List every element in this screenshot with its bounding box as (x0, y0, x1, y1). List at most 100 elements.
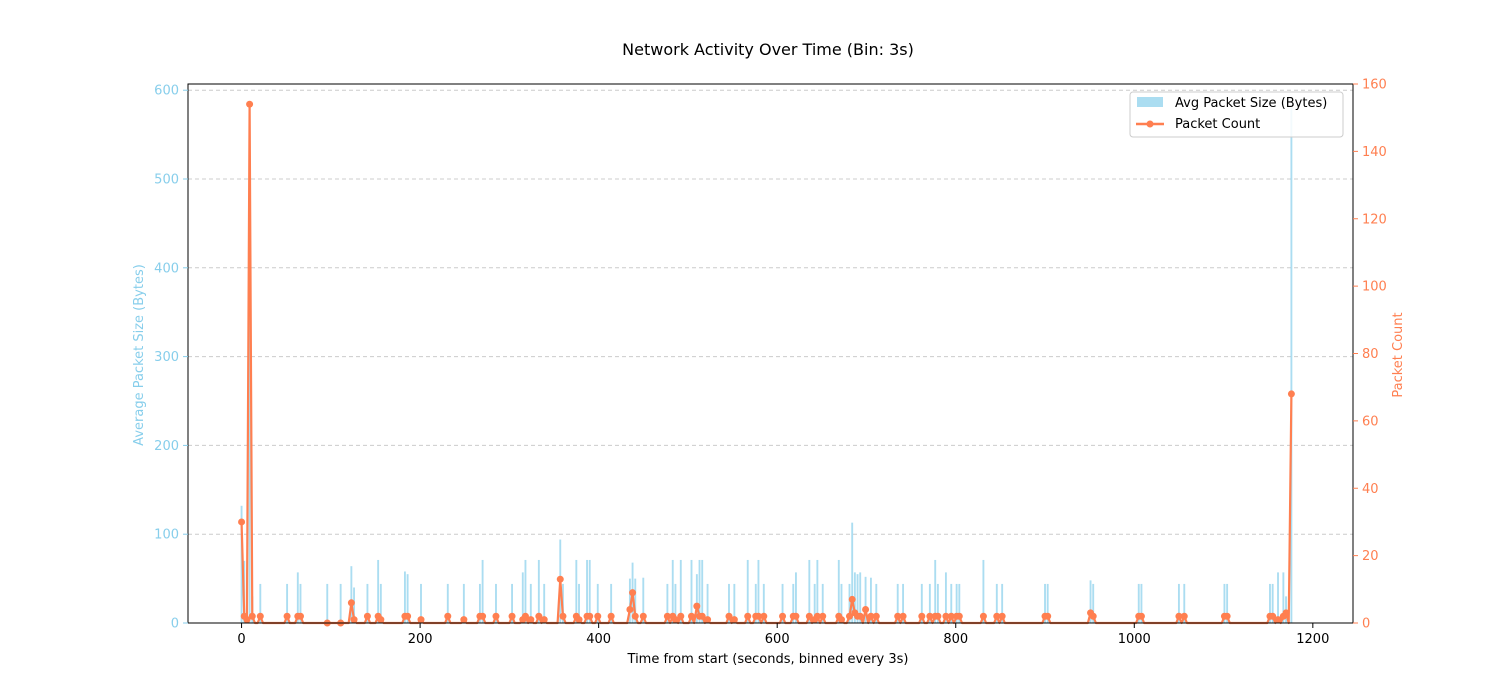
bar (982, 559, 985, 623)
bar (1140, 583, 1143, 623)
bar (896, 583, 899, 623)
line-point (607, 612, 615, 620)
bar (462, 583, 465, 623)
gridlines (188, 89, 1353, 535)
line-point (246, 100, 254, 108)
bar (840, 583, 843, 623)
line-point (243, 616, 251, 624)
bar (698, 559, 701, 623)
line-point (805, 612, 813, 620)
bar (1001, 583, 1004, 623)
x-axis-label: Time from start (seconds, binned every 3… (627, 652, 909, 667)
y-axis-right: 0 20 40 60 80 100 120 140 160 (1353, 78, 1387, 632)
bar (1269, 583, 1271, 623)
bar (808, 559, 811, 623)
y-right-tick-label: 40 (1362, 482, 1379, 497)
line-point (377, 616, 385, 624)
bar (792, 583, 795, 623)
bar (754, 583, 757, 623)
line-point (942, 612, 950, 620)
line-point (1044, 612, 1052, 620)
line-point (248, 612, 256, 620)
bar (1226, 583, 1229, 623)
bar (813, 583, 816, 623)
bar (377, 559, 380, 623)
line-point (926, 612, 934, 620)
bar (634, 578, 637, 623)
line-point (444, 612, 452, 620)
bar (837, 559, 840, 623)
bar (671, 559, 674, 623)
line-point (848, 595, 856, 603)
bar (856, 574, 859, 623)
bar (1183, 583, 1186, 623)
line-point (671, 616, 679, 624)
line-point (1175, 612, 1183, 620)
bar (875, 583, 878, 623)
line-point (730, 616, 738, 624)
bar (350, 566, 353, 623)
line-point (867, 612, 875, 620)
bar (1092, 583, 1095, 623)
x-axis: 0 200 400 600 800 1000 1200 (237, 623, 1329, 647)
line-point (1269, 612, 1277, 620)
bar (958, 583, 961, 623)
bar (1044, 583, 1046, 623)
bar (690, 559, 693, 623)
line-point (1137, 612, 1145, 620)
bar (296, 572, 299, 623)
y-axis-right-label: Packet Count (1391, 312, 1406, 397)
line-point (417, 616, 425, 624)
bar (1223, 583, 1226, 623)
legend-line-label: Packet Count (1175, 117, 1260, 132)
line-point (1223, 612, 1231, 620)
y-left-tick-label: 200 (154, 439, 179, 454)
bar (406, 574, 409, 623)
x-tick-label: 1000 (1118, 632, 1151, 647)
bar (706, 583, 709, 623)
bar (353, 587, 355, 623)
bar (955, 583, 958, 623)
bar (379, 583, 382, 623)
bar (259, 583, 262, 623)
bar (299, 583, 302, 623)
y-axis-left: 0 100 200 300 400 500 600 (154, 84, 188, 632)
bar (848, 583, 851, 623)
bar (524, 559, 527, 623)
line-point (677, 612, 685, 620)
line-point (979, 612, 987, 620)
bar (481, 559, 484, 623)
bar (746, 559, 749, 623)
legend-bar-label: Avg Packet Size (Bytes) (1175, 96, 1327, 111)
line-point (819, 612, 827, 620)
line-point (754, 612, 762, 620)
bar (902, 583, 905, 623)
y-right-tick-label: 60 (1362, 414, 1379, 429)
line-point (698, 612, 706, 620)
bar (446, 583, 449, 623)
line-point (947, 612, 955, 620)
line-point (479, 612, 487, 620)
x-tick-label: 400 (586, 632, 611, 647)
y-right-tick-label: 80 (1362, 347, 1379, 362)
line-point (639, 612, 647, 620)
bar (821, 583, 824, 623)
bar (586, 559, 588, 623)
line-point (894, 612, 902, 620)
bar (529, 583, 532, 623)
line-point (998, 612, 1006, 620)
line-point (918, 612, 926, 620)
y-right-tick-label: 120 (1362, 212, 1387, 227)
line-point (725, 612, 733, 620)
line-point (955, 612, 963, 620)
line-point (813, 612, 821, 620)
bar (1277, 572, 1279, 623)
y-right-tick-label: 20 (1362, 549, 1379, 564)
bar (762, 583, 765, 623)
line-point (1180, 612, 1188, 620)
x-tick-label: 0 (237, 632, 245, 647)
line-point (535, 612, 543, 620)
bar (578, 583, 580, 623)
plot-frame (187, 83, 1354, 624)
line-point (559, 612, 567, 620)
